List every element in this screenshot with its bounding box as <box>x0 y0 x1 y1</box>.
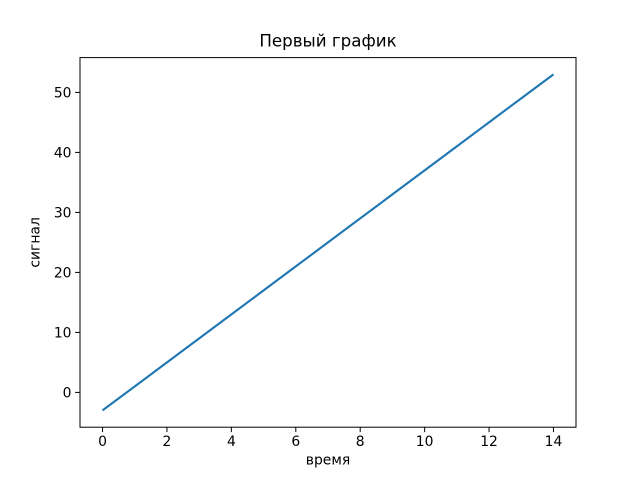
y-axis-label: сигнал <box>28 217 44 267</box>
x-tick-label: 2 <box>163 434 172 450</box>
chart-title: Первый график <box>259 31 396 51</box>
x-tick-label: 10 <box>416 434 434 450</box>
x-tick-label: 14 <box>545 434 563 450</box>
x-tick-label: 8 <box>356 434 365 450</box>
x-tick-label: 4 <box>227 434 236 450</box>
y-tick-label: 0 <box>63 385 72 401</box>
x-tick-label: 0 <box>98 434 107 450</box>
x-axis-label: время <box>306 453 350 469</box>
x-tick-label: 6 <box>291 434 300 450</box>
y-tick-label: 20 <box>54 265 72 281</box>
axes-frame <box>79 57 577 428</box>
y-tick-label: 30 <box>54 205 72 221</box>
y-tick-label: 10 <box>54 325 72 341</box>
y-tick-label: 50 <box>54 85 72 101</box>
axis-ticks: 0 2 4 6 8 10 12 14 0 10 20 30 40 50 <box>54 85 563 450</box>
y-tick-label: 40 <box>54 145 72 161</box>
series-line <box>101 73 555 412</box>
x-tick-label: 12 <box>480 434 498 450</box>
